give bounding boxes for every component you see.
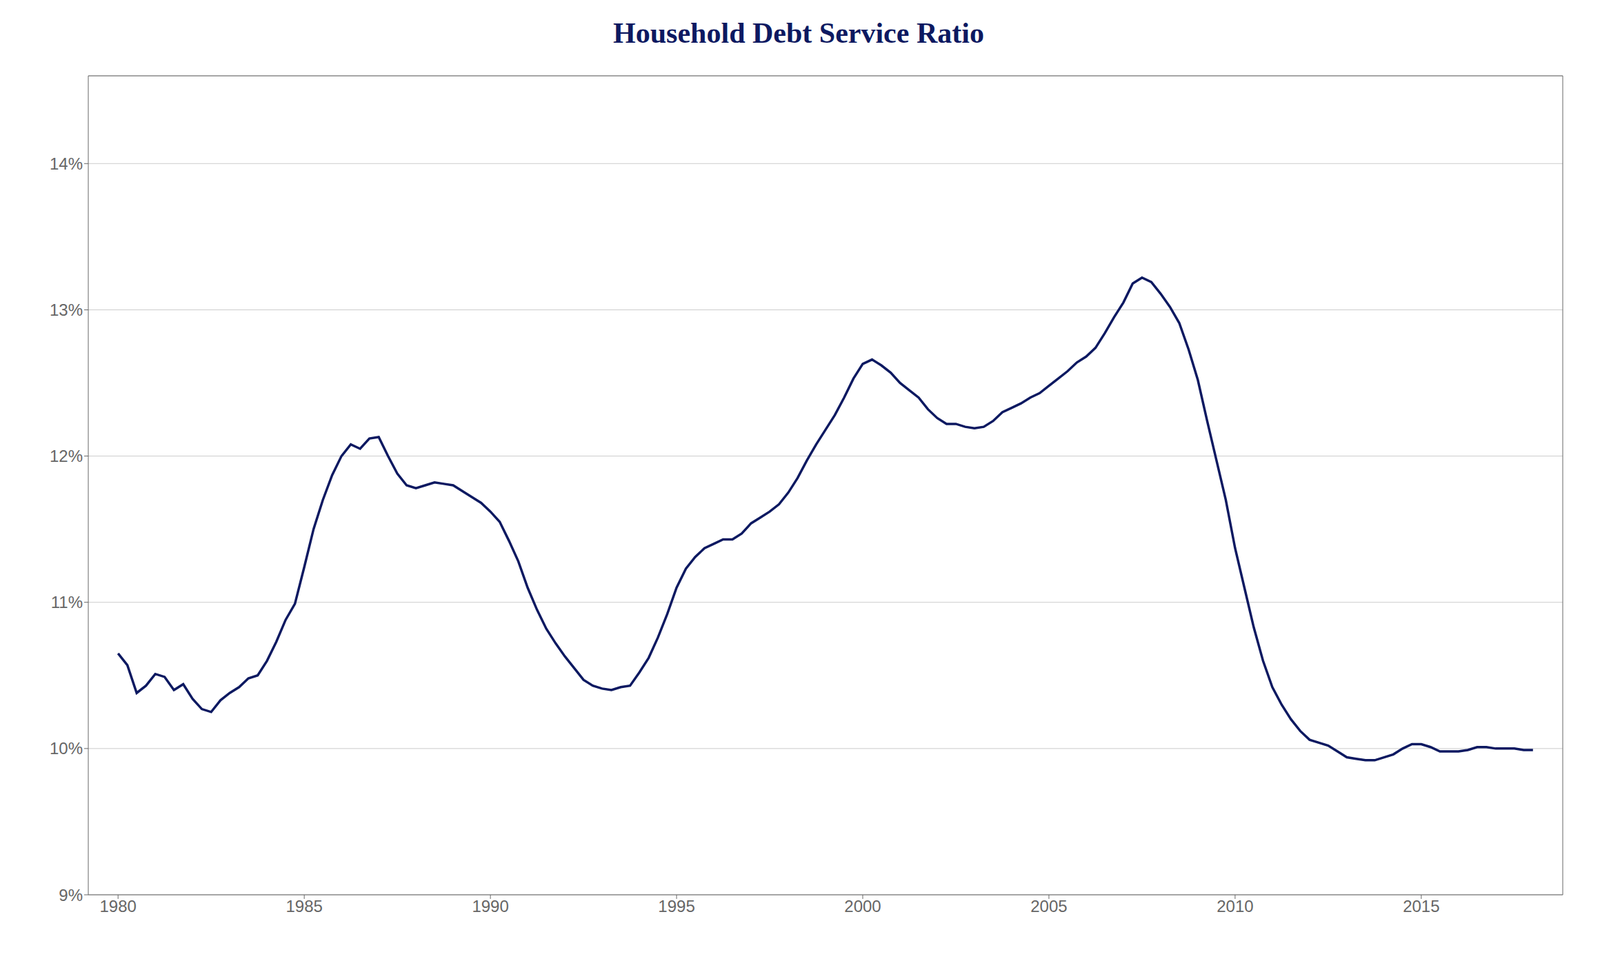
svg-text:1980: 1980 (99, 897, 136, 916)
html-text:Household Debt Service Ratio: Household Debt Service Ratio (613, 17, 985, 49)
svg-text:2005: 2005 (1030, 897, 1067, 916)
svg-text:2010: 2010 (1216, 897, 1254, 916)
svg-text:1990: 1990 (471, 897, 509, 916)
svg-text:12%: 12% (49, 446, 83, 466)
svg-text:11%: 11% (51, 593, 83, 612)
svg-text:10%: 10% (49, 739, 83, 758)
svg-text:13%: 13% (49, 300, 83, 320)
svg-text:2000: 2000 (844, 897, 881, 916)
svg-text:1985: 1985 (285, 897, 323, 916)
svg-text:9%: 9% (58, 886, 83, 905)
svg-text:2015: 2015 (1402, 897, 1440, 916)
svg-text:1995: 1995 (657, 897, 695, 916)
svg-text:14%: 14% (49, 154, 83, 174)
